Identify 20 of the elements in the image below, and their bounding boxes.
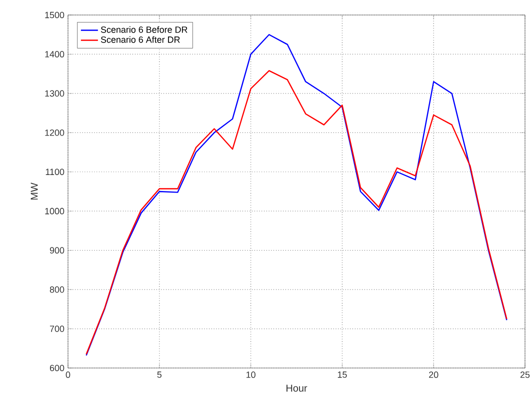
y-tick-label: 700 xyxy=(50,326,64,332)
x-tick-label: 5 xyxy=(157,372,162,378)
x-tick-label: 10 xyxy=(246,372,256,378)
y-tick-label: 1000 xyxy=(45,208,64,214)
y-tick-label: 1200 xyxy=(45,129,64,136)
x-tick-label: 25 xyxy=(520,372,530,378)
y-tick-label: 800 xyxy=(50,286,64,293)
y-tick-label: 1300 xyxy=(45,90,64,97)
legend-label: Scenario 6 Before DR xyxy=(100,26,188,33)
y-tick-label: 1400 xyxy=(45,51,64,58)
x-tick-label: 0 xyxy=(66,372,70,378)
legend-label: Scenario 6 After DR xyxy=(100,36,180,43)
y-axis-title: MW xyxy=(30,182,38,200)
y-tick-label: 600 xyxy=(50,364,64,372)
y-tick-label: 1100 xyxy=(46,168,64,176)
y-tick-label: 900 xyxy=(50,247,64,254)
x-axis-title: Hour xyxy=(286,384,308,392)
y-tick-label: 1500 xyxy=(45,12,64,18)
x-tick-label: 15 xyxy=(338,372,347,378)
x-tick-label: 20 xyxy=(429,372,438,378)
